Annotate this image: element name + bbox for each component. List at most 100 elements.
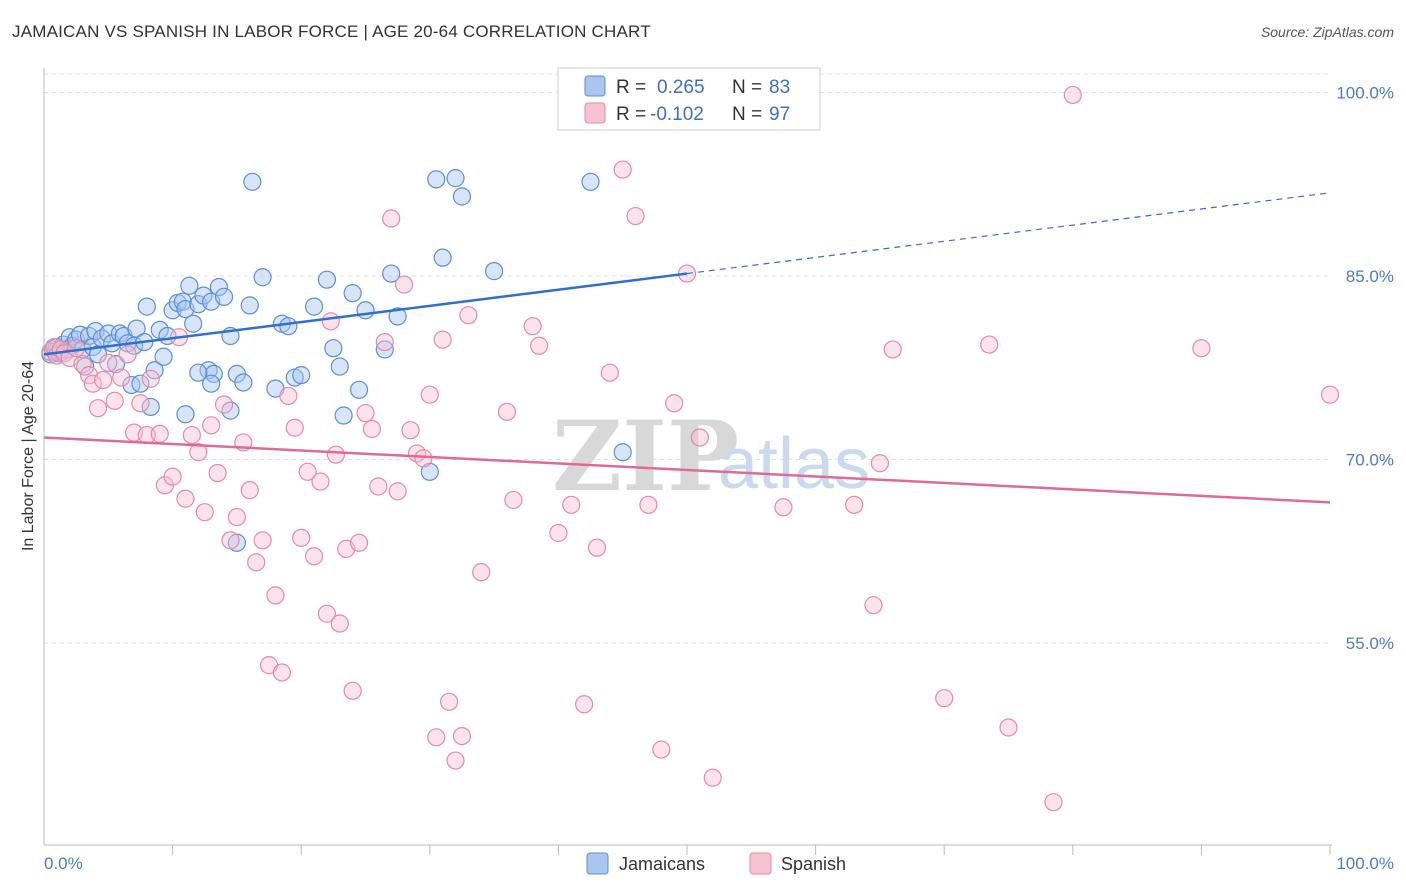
spanish-point	[472, 563, 491, 582]
spanish-point	[247, 553, 266, 572]
jamaicans-point	[304, 297, 324, 316]
jamaicans-point	[180, 276, 199, 295]
trend-line-jamaicans	[43, 272, 688, 356]
jamaicans-point	[613, 443, 632, 462]
legend-n-label-jamaicans: N =	[732, 77, 762, 98]
stats-legend: R = 0.265 N = 83 R = -0.102 N = 97	[557, 67, 821, 131]
spanish-point	[870, 454, 890, 473]
jamaicans-point	[375, 340, 394, 359]
spanish-point	[401, 421, 420, 440]
spanish-point	[356, 403, 375, 423]
trend-line-spanish	[43, 436, 1331, 504]
spanish-point	[980, 335, 999, 354]
jamaicans-point	[388, 307, 407, 326]
spanish-point	[330, 614, 349, 633]
legend-n-value-jamaicans: 83	[769, 77, 790, 98]
spanish-point	[562, 495, 581, 514]
spanish-point	[600, 363, 619, 382]
spanish-point	[530, 336, 549, 355]
y-tick-label: 100.0%	[1336, 83, 1394, 102]
spanish-point	[523, 317, 542, 336]
spanish-point	[349, 533, 369, 552]
spanish-point	[343, 681, 362, 700]
jamaicans-point	[349, 380, 369, 399]
source-credit: Source: ZipAtlas.com	[1260, 24, 1394, 40]
jamaicans-point	[184, 314, 203, 333]
series-legend: Jamaicans Spanish	[586, 852, 846, 875]
y-tick-label: 55.0%	[1346, 634, 1394, 653]
spanish-point	[67, 339, 86, 358]
jamaicans-point	[176, 405, 195, 424]
spanish-point	[79, 366, 99, 385]
y-tick-label: 70.0%	[1346, 451, 1394, 470]
spanish-point	[999, 718, 1018, 737]
watermark-zip: ZIP	[552, 400, 739, 513]
spanish-point	[420, 385, 439, 404]
bottom-legend-label-jamaicans: Jamaicans	[619, 854, 705, 874]
jamaicans-point	[127, 319, 146, 338]
spanish-point	[150, 424, 169, 443]
jamaicans-point	[173, 292, 192, 311]
spanish-point	[1192, 339, 1211, 358]
spanish-point	[266, 586, 285, 605]
spanish-point	[1044, 793, 1063, 812]
jamaicans-point	[137, 297, 156, 316]
bottom-legend-label-spanish: Spanish	[781, 854, 846, 874]
spanish-point	[326, 445, 346, 464]
spanish-point	[321, 312, 340, 331]
spanish-point	[613, 160, 632, 179]
spanish-point	[382, 209, 401, 228]
legend-r-label-jamaicans: R =	[616, 77, 646, 98]
spanish-point	[504, 490, 523, 510]
watermark: ZIP atlas	[552, 400, 870, 513]
spanish-point	[202, 416, 221, 435]
y-tick-labels: 55.0% 70.0% 85.0% 100.0%	[1336, 83, 1394, 653]
x-tick-label-min: 0.0%	[44, 854, 83, 873]
spanish-point	[394, 275, 414, 294]
spanish-point	[587, 538, 607, 557]
legend-r-label-spanish: R =	[616, 104, 646, 125]
spanish-point	[459, 306, 478, 325]
jamaicans-point	[189, 363, 208, 382]
spanish-point	[652, 740, 671, 759]
jamaicans-point	[234, 373, 253, 392]
spanish-point	[883, 340, 902, 359]
spanish-point	[272, 663, 292, 682]
spanish-point	[703, 768, 722, 787]
spanish-point	[112, 368, 131, 387]
spanish-point	[279, 386, 298, 406]
jamaicans-point	[581, 172, 600, 191]
series-jamaicans-points	[41, 169, 632, 552]
jamaicans-point	[243, 172, 262, 191]
jamaicans-point	[145, 361, 164, 380]
spanish-point	[221, 531, 240, 550]
chart-title: JAMAICAN VS SPANISH IN LABOR FORCE | AGE…	[12, 22, 651, 41]
spanish-point	[369, 477, 388, 496]
spanish-point	[176, 489, 195, 508]
spanish-point	[131, 394, 150, 413]
spanish-point	[639, 495, 658, 514]
spanish-point	[774, 498, 793, 517]
spanish-point	[362, 419, 382, 439]
jamaicans-point	[209, 277, 228, 297]
spanish-point	[845, 495, 864, 514]
spanish-point	[182, 425, 201, 445]
spanish-point	[433, 330, 452, 349]
jamaicans-point	[292, 366, 311, 385]
legend-r-value-jamaicans: 0.265	[657, 77, 705, 98]
jamaicans-point	[131, 374, 150, 393]
trend-lines	[43, 192, 1331, 504]
jamaicans-point	[317, 270, 337, 289]
spanish-point	[935, 689, 954, 708]
bottom-legend-swatch-spanish	[749, 852, 772, 875]
legend-swatch-jamaicans	[584, 75, 606, 97]
jamaicans-point	[427, 170, 446, 189]
jamaicans-point	[279, 317, 298, 336]
jamaicans-point	[452, 187, 472, 206]
spanish-point	[864, 596, 883, 615]
spanish-point	[575, 695, 594, 714]
spanish-point	[452, 726, 472, 746]
jamaicans-point	[214, 287, 234, 306]
spanish-point	[298, 462, 317, 481]
